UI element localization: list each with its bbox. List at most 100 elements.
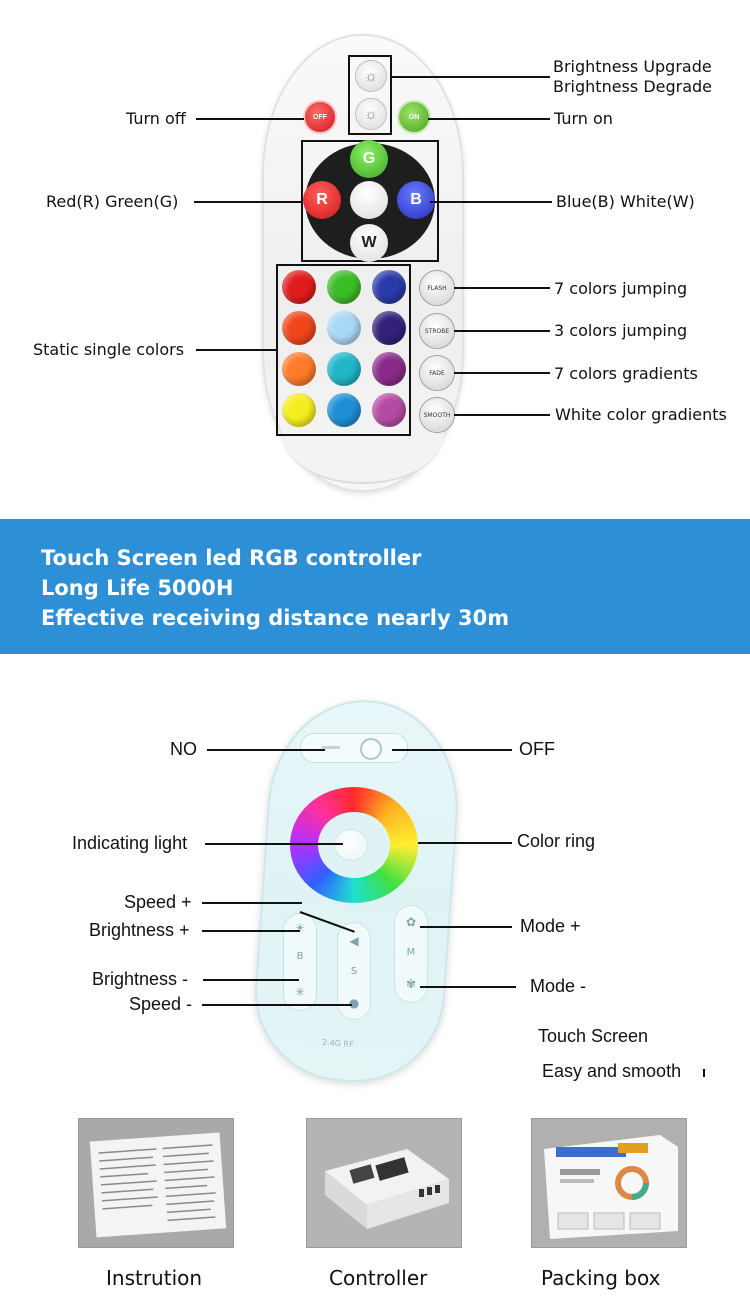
speed-plus-label: Speed + bbox=[124, 892, 192, 912]
flash-desc-label: 7 colors jumping bbox=[554, 279, 688, 298]
leader-line bbox=[202, 930, 300, 932]
indicating-light-label: Indicating light bbox=[72, 833, 188, 853]
leader-line bbox=[205, 843, 343, 845]
flash-label: FLASH bbox=[427, 284, 447, 292]
sun-down-icon: ☼ bbox=[364, 105, 378, 123]
fade-desc-label: 7 colors gradients bbox=[554, 364, 698, 383]
controller-image bbox=[307, 1119, 461, 1247]
power-off-label: OFF bbox=[313, 113, 327, 121]
red-green-label: Red(R) Green(G) bbox=[46, 192, 179, 211]
leader-line bbox=[454, 372, 550, 374]
brightness-plus-label: Brightness + bbox=[89, 920, 190, 940]
speed-down-icon: ● bbox=[348, 996, 360, 1010]
red-button[interactable]: R bbox=[303, 181, 341, 219]
turn-off-button[interactable]: OFF bbox=[305, 102, 335, 132]
packing-box-image bbox=[532, 1119, 686, 1247]
leader-line bbox=[454, 330, 550, 332]
leader-line bbox=[428, 118, 550, 120]
red-label: R bbox=[316, 191, 328, 208]
smooth-desc-label: White color gradients bbox=[555, 405, 727, 424]
leader-line bbox=[420, 926, 512, 928]
color-ring-label: Color ring bbox=[517, 831, 596, 851]
sun-small-icon: ✳ bbox=[294, 985, 306, 999]
flash-button[interactable]: FLASH bbox=[420, 271, 454, 305]
blue-label: B bbox=[410, 191, 422, 208]
leader-line bbox=[203, 979, 299, 981]
sun-icon: ☀ bbox=[294, 921, 306, 935]
static-color-button[interactable] bbox=[282, 311, 316, 345]
blue-button[interactable]: B bbox=[397, 181, 435, 219]
mode-down-icon: ✾ bbox=[405, 977, 417, 991]
off-button[interactable] bbox=[360, 738, 382, 760]
power-switch-area bbox=[300, 733, 408, 763]
touch-screen-label: Touch Screen bbox=[538, 1026, 649, 1046]
leader-line bbox=[454, 414, 550, 416]
static-color-button[interactable] bbox=[282, 352, 316, 386]
leader-line bbox=[196, 349, 278, 351]
speed-minus-label: Speed - bbox=[129, 994, 193, 1014]
blue-white-label: Blue(B) White(W) bbox=[556, 192, 695, 211]
smooth-button[interactable]: SMOOTH bbox=[420, 398, 454, 432]
no-label: NO bbox=[170, 739, 197, 759]
static-color-button[interactable] bbox=[372, 393, 406, 427]
brightness-degrade-label: Brightness Degrade bbox=[553, 77, 713, 96]
leader-line bbox=[420, 986, 516, 988]
no-button[interactable] bbox=[322, 746, 340, 749]
static-color-button[interactable] bbox=[282, 270, 316, 304]
sun-up-icon: ☼ bbox=[364, 67, 378, 85]
static-color-button[interactable] bbox=[282, 393, 316, 427]
packing-box-photo bbox=[531, 1118, 687, 1248]
turn-on-label: Turn on bbox=[554, 109, 613, 128]
indicating-light bbox=[335, 830, 367, 860]
leader-line bbox=[454, 287, 550, 289]
leader-line bbox=[392, 76, 550, 78]
center-button[interactable] bbox=[350, 181, 388, 219]
strobe-button[interactable]: STROBE bbox=[420, 314, 454, 348]
leader-line bbox=[194, 201, 302, 203]
static-color-button[interactable] bbox=[372, 311, 406, 345]
leader-line bbox=[196, 118, 304, 120]
white-button[interactable]: W bbox=[350, 224, 388, 262]
static-color-button[interactable] bbox=[372, 352, 406, 386]
brightness-letter: B bbox=[296, 951, 304, 962]
static-colors-label: Static single colors bbox=[33, 340, 185, 359]
brightness-down-button[interactable]: ☼ bbox=[356, 99, 386, 129]
brightness-strip[interactable]: ☀ B ✳ bbox=[283, 913, 317, 1011]
green-button[interactable]: G bbox=[350, 140, 388, 178]
static-color-button[interactable] bbox=[372, 270, 406, 304]
static-color-button[interactable] bbox=[327, 311, 361, 345]
leader-line bbox=[202, 1004, 352, 1006]
brightness-up-button[interactable]: ☼ bbox=[356, 61, 386, 91]
strobe-label: STROBE bbox=[424, 327, 450, 335]
mode-strip[interactable]: ✿ M ✾ bbox=[394, 905, 428, 1003]
speed-up-icon: ◀ bbox=[349, 934, 359, 948]
banner-line-2: Long Life 5000H bbox=[41, 576, 234, 600]
leader-line bbox=[430, 201, 552, 203]
mode-up-icon: ✿ bbox=[405, 915, 417, 929]
banner-line-3: Effective receiving distance nearly 30m bbox=[41, 606, 510, 630]
text-mark bbox=[703, 1069, 705, 1077]
smooth-label: SMOOTH bbox=[423, 411, 451, 419]
brightness-minus-label: Brightness - bbox=[92, 969, 189, 989]
leader-line bbox=[418, 842, 512, 844]
controller-photo bbox=[306, 1118, 462, 1248]
leader-line bbox=[207, 749, 325, 751]
turn-on-button[interactable]: ON bbox=[399, 102, 429, 132]
static-color-button[interactable] bbox=[327, 270, 361, 304]
speed-strip[interactable]: ◀ S ● bbox=[337, 922, 371, 1020]
fade-button[interactable]: FADE bbox=[420, 356, 454, 390]
easy-smooth-label: Easy and smooth bbox=[542, 1061, 682, 1081]
instruction-sheet-image bbox=[79, 1119, 233, 1247]
instruction-photo bbox=[78, 1118, 234, 1248]
static-color-button[interactable] bbox=[327, 393, 361, 427]
green-label: G bbox=[362, 150, 376, 167]
controller-caption: Controller bbox=[329, 1266, 428, 1290]
power-on-label: ON bbox=[408, 113, 420, 121]
static-colors-grid bbox=[276, 264, 411, 436]
fade-label: FADE bbox=[429, 369, 445, 377]
strobe-desc-label: 3 colors jumping bbox=[554, 321, 688, 340]
speed-letter: S bbox=[350, 966, 358, 977]
static-color-button[interactable] bbox=[327, 352, 361, 386]
instruction-caption: Instrution bbox=[106, 1266, 203, 1290]
feature-banner: Touch Screen led RGB controller Long Lif… bbox=[0, 519, 750, 654]
